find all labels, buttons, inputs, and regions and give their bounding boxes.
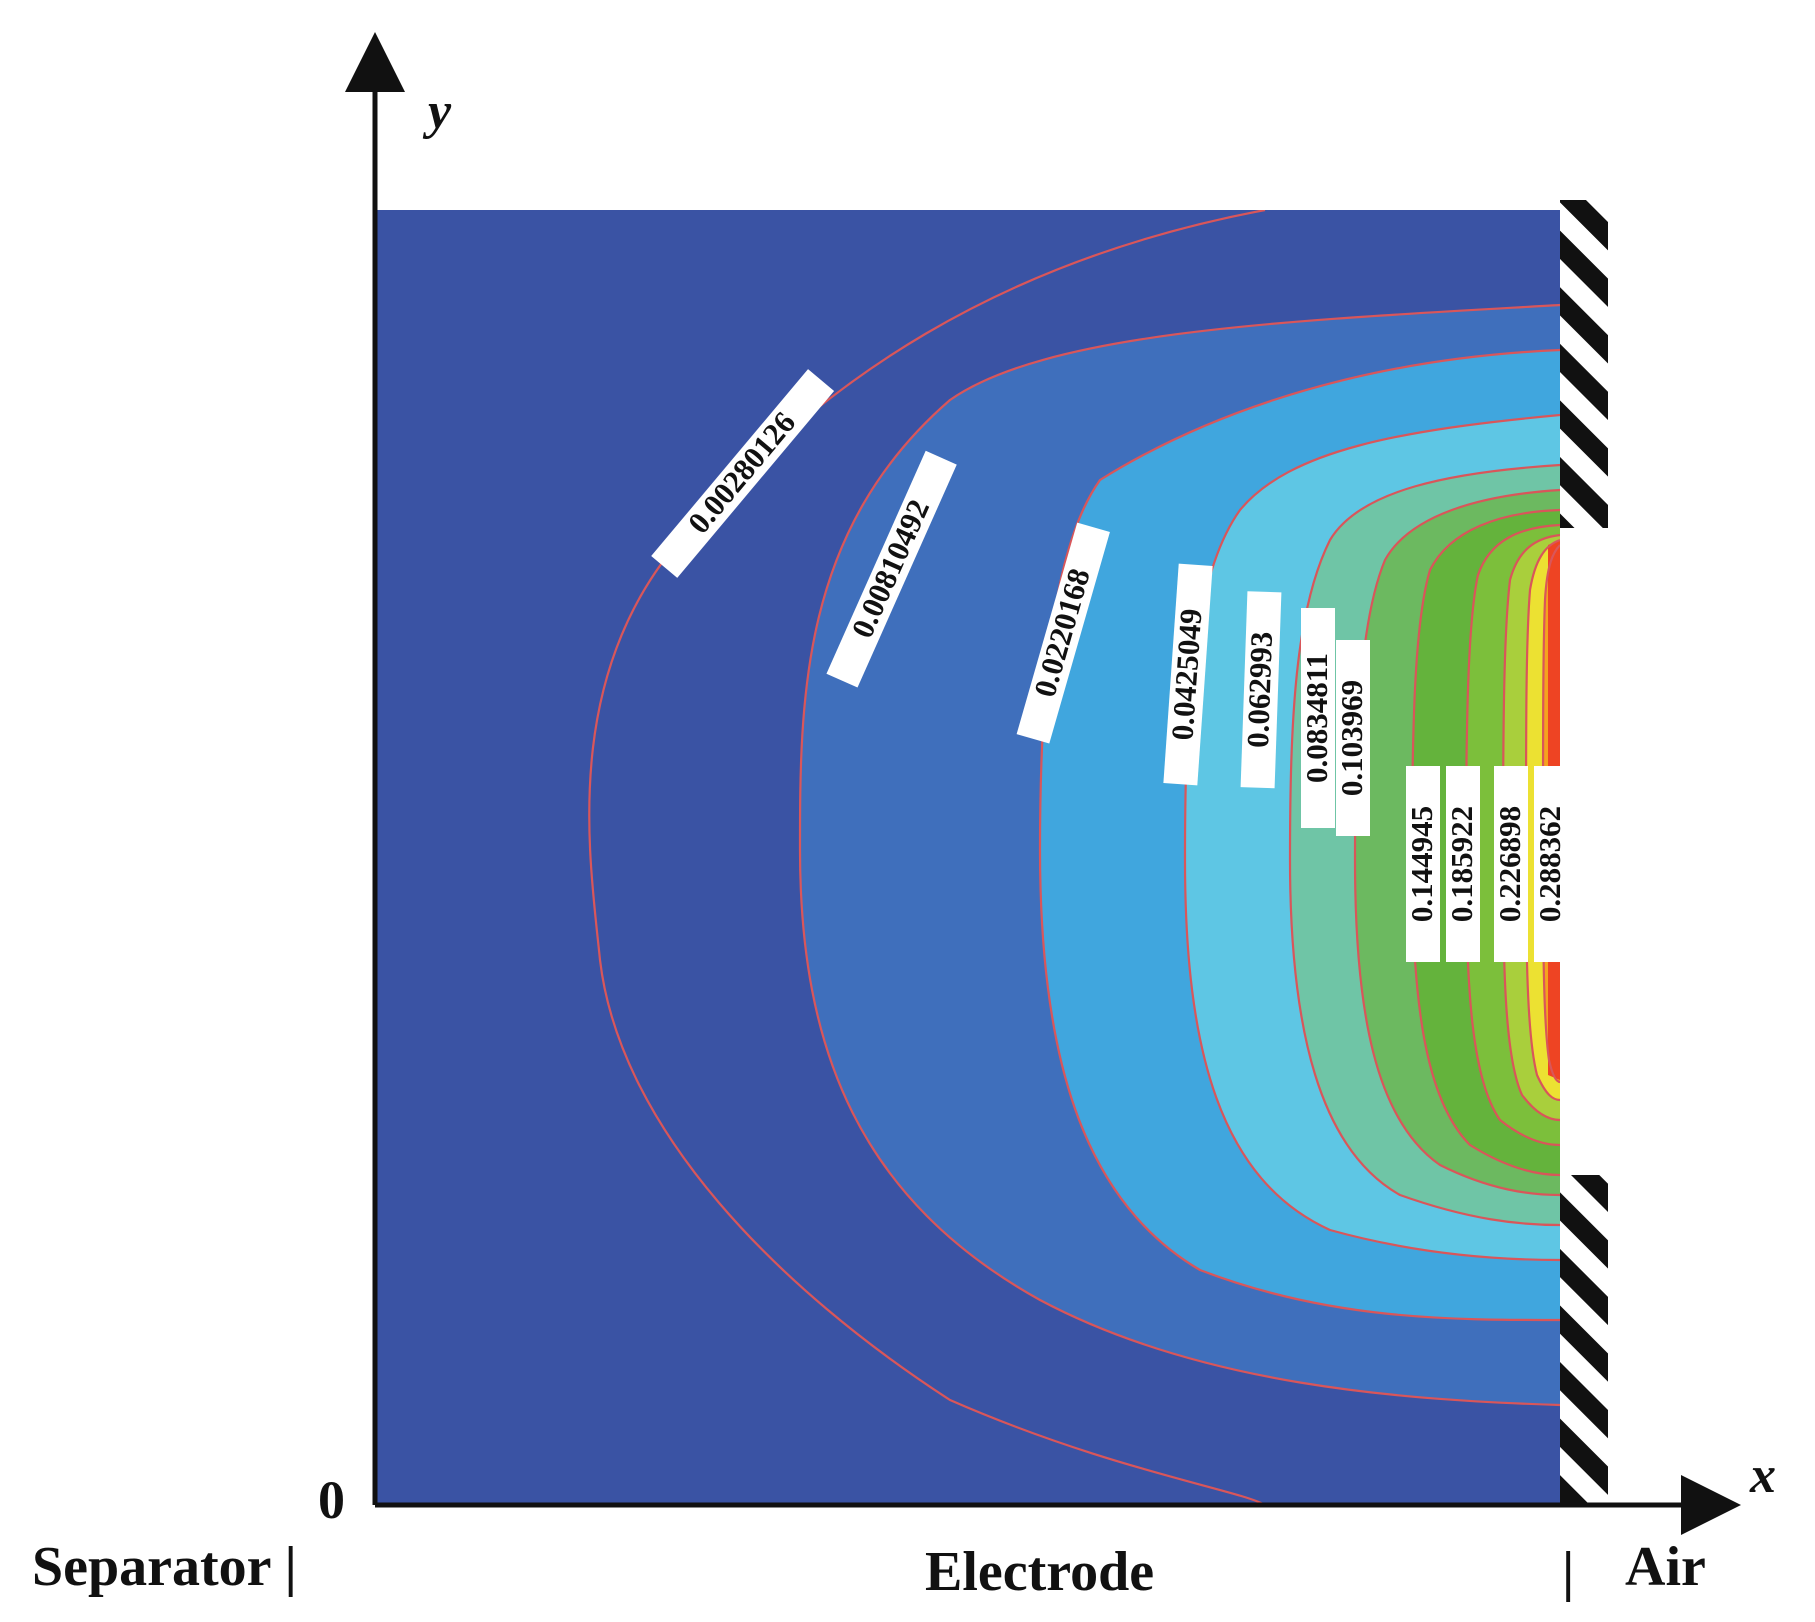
contour-line-5	[1288, 463, 1560, 1227]
contour-line-6	[1353, 488, 1560, 1197]
contour-label-10: 0.226898	[1492, 806, 1527, 922]
y-axis-label: y	[422, 83, 452, 140]
separator-label: Separator |	[32, 1536, 297, 1598]
origin-label: 0	[318, 1470, 345, 1530]
contour-label-8: 0.144945	[1404, 806, 1439, 922]
electrode-domain	[375, 210, 1560, 1505]
contour-label-5: 0.062993	[1240, 631, 1279, 748]
contour-label-11: 0.288362	[1532, 806, 1567, 922]
contour-label-6: 0.0834811	[1299, 653, 1334, 783]
lower-wall-hatch	[1560, 1175, 1608, 1505]
air-label: Air	[1625, 1536, 1706, 1598]
upper-wall-hatch	[1560, 200, 1608, 528]
electrode-label: Electrode	[925, 1541, 1154, 1603]
contour-line-1	[588, 210, 1266, 1505]
air-divider: |	[1562, 1541, 1574, 1603]
contour-label-9: 0.185922	[1444, 806, 1479, 922]
x-axis-label: x	[1749, 1447, 1776, 1504]
contour-line-4	[1183, 413, 1560, 1262]
contour-label-7: 0.103969	[1334, 680, 1369, 796]
contour-line-3	[1038, 348, 1560, 1322]
contour-line-2	[798, 303, 1560, 1407]
